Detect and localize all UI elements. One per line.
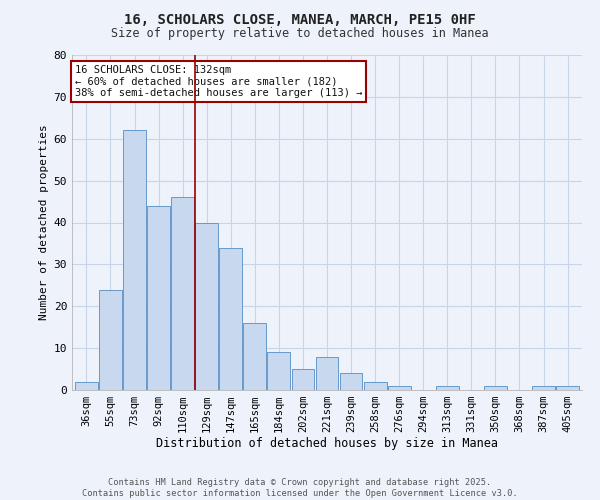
Y-axis label: Number of detached properties: Number of detached properties: [40, 124, 49, 320]
Bar: [292, 369, 314, 390]
Text: Size of property relative to detached houses in Manea: Size of property relative to detached ho…: [111, 28, 489, 40]
Bar: [364, 382, 386, 390]
Bar: [123, 130, 146, 390]
Text: Contains HM Land Registry data © Crown copyright and database right 2025.
Contai: Contains HM Land Registry data © Crown c…: [82, 478, 518, 498]
Text: 16 SCHOLARS CLOSE: 132sqm
← 60% of detached houses are smaller (182)
38% of semi: 16 SCHOLARS CLOSE: 132sqm ← 60% of detac…: [74, 65, 362, 98]
Bar: [532, 386, 555, 390]
Text: 16, SCHOLARS CLOSE, MANEA, MARCH, PE15 0HF: 16, SCHOLARS CLOSE, MANEA, MARCH, PE15 0…: [124, 12, 476, 26]
Bar: [268, 352, 290, 390]
Bar: [388, 386, 410, 390]
Bar: [195, 222, 218, 390]
Bar: [147, 206, 170, 390]
X-axis label: Distribution of detached houses by size in Manea: Distribution of detached houses by size …: [156, 436, 498, 450]
Bar: [484, 386, 507, 390]
Bar: [316, 356, 338, 390]
Bar: [75, 382, 98, 390]
Bar: [556, 386, 579, 390]
Bar: [436, 386, 459, 390]
Bar: [171, 198, 194, 390]
Bar: [99, 290, 122, 390]
Bar: [220, 248, 242, 390]
Bar: [244, 323, 266, 390]
Bar: [340, 373, 362, 390]
